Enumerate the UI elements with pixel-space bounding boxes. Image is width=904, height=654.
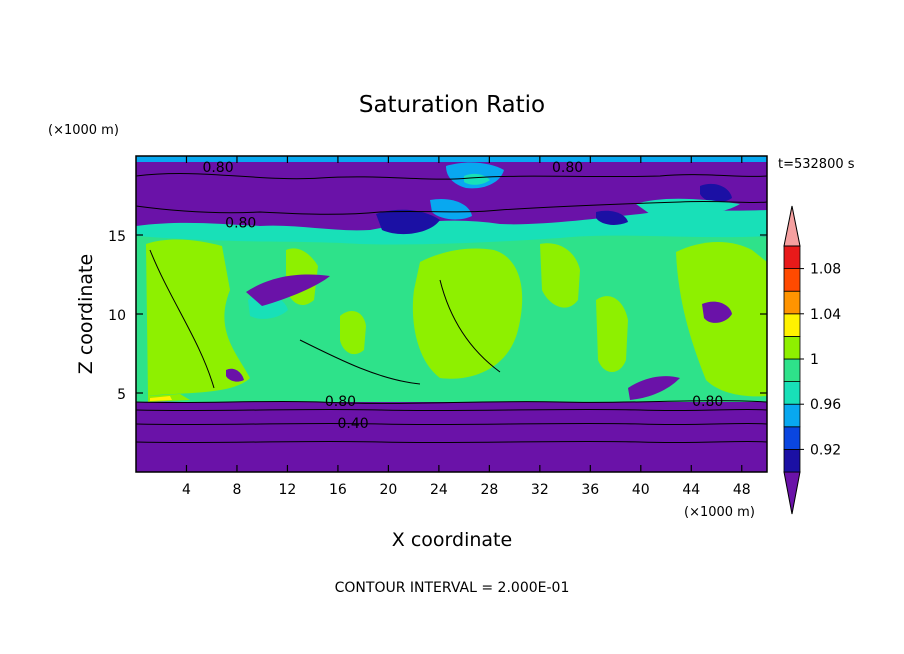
x-tick-label: 20 bbox=[379, 482, 397, 498]
x-tick-label: 48 bbox=[733, 482, 751, 498]
contour-interval-note: CONTOUR INTERVAL = 2.000E-01 bbox=[335, 580, 570, 596]
contour-label: 0.80 bbox=[325, 394, 356, 410]
y-axis-label: Z coordinate bbox=[75, 254, 97, 374]
y-tick-label: 15 bbox=[108, 229, 126, 245]
y-tick-label: 5 bbox=[117, 387, 126, 403]
x-tick-label: 24 bbox=[430, 482, 448, 498]
colorbar-swatch bbox=[783, 448, 801, 473]
contour-labels: 0.80 0.80 0.80 0.80 0.80 0.40 bbox=[202, 160, 723, 432]
time-label: t=532800 s bbox=[778, 157, 855, 172]
colorbar-swatch bbox=[783, 268, 801, 292]
contour-field bbox=[136, 156, 767, 472]
colorbar-lower-extend bbox=[783, 471, 801, 515]
x-tick-label: 32 bbox=[531, 482, 549, 498]
colorbar-swatch bbox=[783, 358, 801, 383]
x-axis: 4 8 12 16 20 24 28 32 36 40 44 48 bbox=[182, 156, 751, 498]
x-tick-label: 12 bbox=[279, 482, 297, 498]
x-axis-label: X coordinate bbox=[392, 529, 512, 551]
colorbar-swatch bbox=[783, 290, 801, 315]
colorbar-label: 1.08 bbox=[810, 262, 841, 278]
colorbar-label: 0.92 bbox=[810, 442, 841, 458]
y-tick-label: 10 bbox=[108, 308, 126, 324]
contour-label: 0.80 bbox=[202, 160, 233, 176]
contour-label: 0.80 bbox=[552, 160, 583, 176]
colorbar-swatch bbox=[783, 426, 801, 450]
colorbar-swatch bbox=[783, 403, 801, 428]
y-axis: 5 10 15 bbox=[108, 229, 767, 403]
colorbar-swatch bbox=[783, 313, 801, 337]
x-tick-label: 8 bbox=[232, 482, 241, 498]
contour-label: 0.40 bbox=[337, 416, 368, 432]
colorbar-upper-extend bbox=[783, 205, 801, 247]
contour-label: 0.80 bbox=[225, 215, 256, 231]
colorbar: 0.92 0.96 1 1.04 1.08 bbox=[783, 205, 841, 515]
colorbar-swatch bbox=[783, 381, 801, 405]
y-unit-label: (×1000 m) bbox=[48, 123, 119, 138]
x-unit-label: (×1000 m) bbox=[684, 505, 755, 520]
contour-lines bbox=[136, 172, 767, 444]
x-tick-label: 44 bbox=[682, 482, 700, 498]
contour-label: 0.80 bbox=[692, 394, 723, 410]
chart-title: Saturation Ratio bbox=[359, 92, 545, 118]
colorbar-swatch bbox=[783, 335, 801, 360]
colorbar-label: 1.04 bbox=[810, 307, 841, 323]
x-tick-label: 40 bbox=[632, 482, 650, 498]
colorbar-label: 1 bbox=[810, 352, 819, 368]
x-tick-label: 16 bbox=[329, 482, 347, 498]
x-tick-label: 4 bbox=[182, 482, 191, 498]
colorbar-swatch bbox=[783, 245, 801, 270]
x-tick-label: 28 bbox=[480, 482, 498, 498]
colorbar-label: 0.96 bbox=[810, 397, 841, 413]
x-tick-label: 36 bbox=[581, 482, 599, 498]
